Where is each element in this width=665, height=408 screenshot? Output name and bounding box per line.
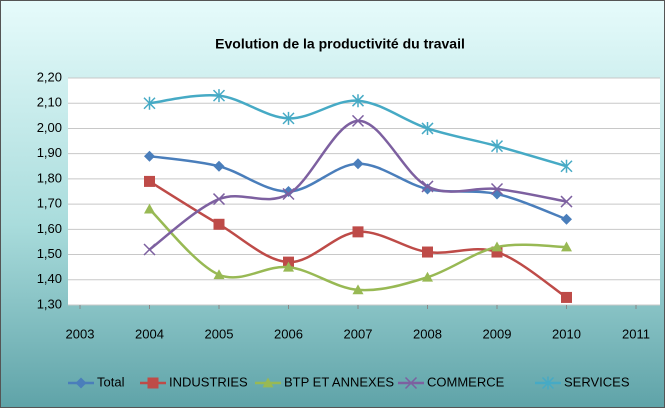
x-tick-label: 2011: [622, 326, 650, 341]
marker: [143, 96, 156, 110]
y-tick-label: 1,70: [37, 196, 62, 211]
y-tick-label: 1,30: [37, 296, 62, 311]
marker: [75, 377, 87, 389]
marker: [213, 269, 225, 280]
y-tick-label: 2,20: [37, 69, 62, 84]
marker: [147, 377, 159, 389]
marker: [351, 114, 365, 127]
marker: [421, 121, 434, 135]
marker: [404, 376, 418, 390]
marker: [144, 203, 155, 214]
marker: [422, 246, 433, 258]
marker: [212, 193, 226, 206]
legend-entry: Total: [68, 374, 125, 389]
plot-area: [68, 78, 660, 305]
legend-label: Total: [97, 374, 125, 389]
y-tick-label: 1,40: [37, 271, 62, 286]
marker: [212, 89, 226, 103]
x-tick-label: 2007: [344, 326, 373, 341]
marker: [352, 226, 364, 238]
marker: [561, 241, 572, 252]
legend-label: COMMERCE: [427, 374, 505, 389]
marker: [351, 94, 365, 108]
marker: [213, 160, 225, 172]
x-tick-label: 2003: [66, 326, 95, 341]
y-tick-label: 1,80: [37, 170, 62, 185]
legend-entry: BTP ET ANNEXES: [255, 374, 394, 389]
marker: [144, 175, 155, 187]
x-tick-label: 2006: [274, 326, 303, 341]
marker: [490, 139, 504, 153]
x-tick-label: 2008: [413, 326, 442, 341]
marker: [490, 182, 504, 196]
marker: [421, 180, 434, 193]
y-tick-label: 1,50: [37, 246, 62, 261]
y-tick-label: 1,60: [37, 221, 62, 236]
legend-entry: INDUSTRIES: [140, 374, 248, 389]
x-tick-label: 2005: [205, 326, 234, 341]
x-tick-label: 2009: [483, 326, 512, 341]
y-tick-label: 1,90: [37, 145, 62, 160]
legend-entry: COMMERCE: [398, 374, 505, 389]
marker: [262, 377, 274, 388]
x-tick-label: 2010: [552, 326, 581, 341]
marker: [560, 159, 573, 173]
marker: [561, 291, 572, 303]
marker: [491, 246, 503, 258]
legend-label: BTP ET ANNEXES: [284, 374, 394, 389]
marker: [491, 241, 503, 252]
marker: [282, 111, 295, 125]
y-tick-label: 2,00: [37, 120, 62, 135]
marker: [352, 158, 364, 170]
marker: [283, 261, 294, 272]
marker: [352, 284, 364, 295]
marker: [560, 195, 573, 208]
chart-title: Evolution de la productivité du travail: [215, 36, 465, 52]
legend-label: SERVICES: [564, 374, 630, 389]
marker: [144, 150, 155, 162]
marker: [422, 271, 433, 282]
marker: [213, 218, 225, 230]
x-tick-label: 2004: [135, 326, 164, 341]
marker: [143, 243, 156, 256]
y-tick-label: 2,10: [37, 95, 62, 110]
marker: [541, 376, 555, 390]
legend-label: INDUSTRIES: [169, 374, 248, 389]
marker: [282, 187, 295, 201]
marker: [561, 213, 572, 225]
legend-entry: SERVICES: [535, 374, 630, 390]
